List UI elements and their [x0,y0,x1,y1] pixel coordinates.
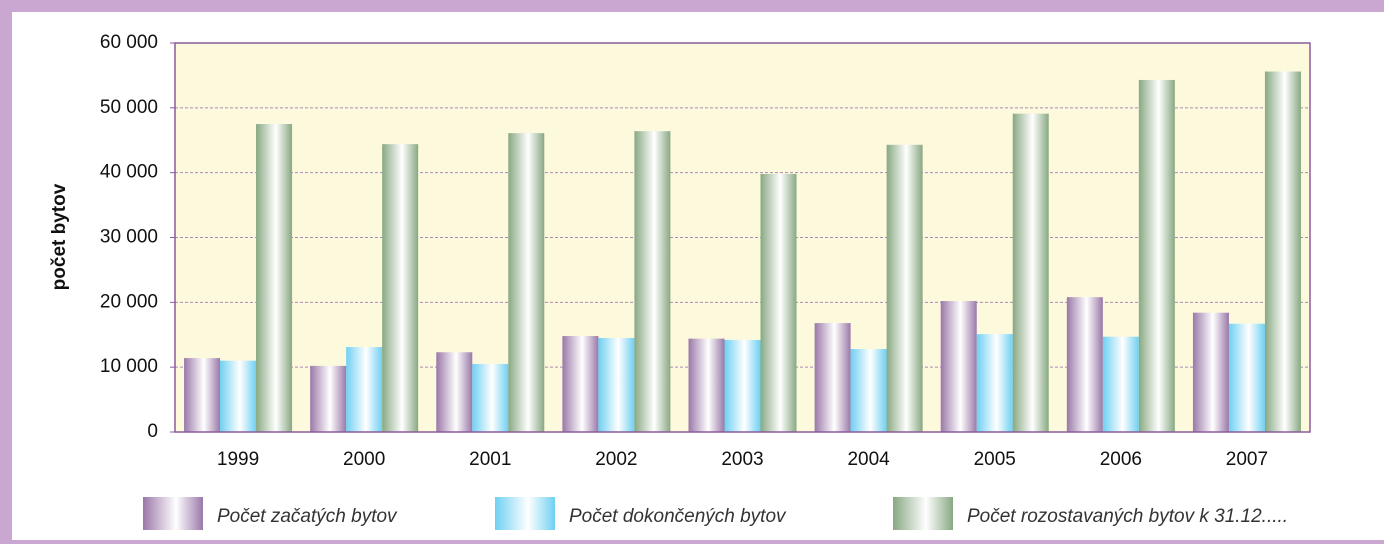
bar [1102,336,1139,432]
x-tick-label: 2007 [1226,449,1268,470]
legend-label: Počet rozostavaných bytov k 31.12..... [967,506,1288,527]
legend-label: Počet začatých bytov [217,506,398,527]
y-tick-label: 60 000 [100,32,158,53]
bar [184,358,221,432]
bar [436,352,473,432]
bar [886,144,923,432]
y-tick-label: 20 000 [100,291,158,312]
legend-label: Počet dokončených bytov [569,506,787,527]
bar [940,301,977,432]
bar [1264,71,1301,432]
legend-swatch [893,497,953,530]
x-tick-label: 2004 [847,449,890,470]
bar [1012,113,1049,432]
x-tick-label: 2006 [1100,449,1142,470]
bar [634,131,671,432]
bar [310,365,347,432]
y-tick-label: 40 000 [100,162,158,183]
y-tick-label: 30 000 [100,227,158,248]
bar [724,339,761,432]
bar [976,334,1013,432]
legend-swatch [495,497,555,530]
bar [1138,79,1175,432]
y-tick-label: 0 [147,421,158,442]
bar [850,349,887,432]
bar [220,360,257,432]
plot-border [174,42,1311,433]
bar [472,363,509,432]
bar [508,133,545,432]
bar [1228,323,1265,432]
x-tick-label: 2000 [343,449,385,470]
y-tick-label: 10 000 [100,356,158,377]
x-tick-label: 2005 [974,449,1016,470]
bar [1066,297,1103,432]
x-tick-label: 2002 [595,449,637,470]
y-tick-label: 50 000 [100,97,158,118]
x-tick-label: 2003 [721,449,763,470]
bar [760,173,797,433]
bar [346,347,383,432]
bar [562,336,599,432]
x-tick-label: 1999 [217,449,259,470]
bar [256,124,293,433]
bar [598,337,635,432]
y-axis-label: počet bytov [49,183,70,290]
bar [814,323,851,432]
legend-swatch [143,497,203,530]
bar [688,338,725,432]
x-tick-label: 2001 [469,449,511,470]
bar [1192,312,1229,432]
bar [382,144,419,432]
